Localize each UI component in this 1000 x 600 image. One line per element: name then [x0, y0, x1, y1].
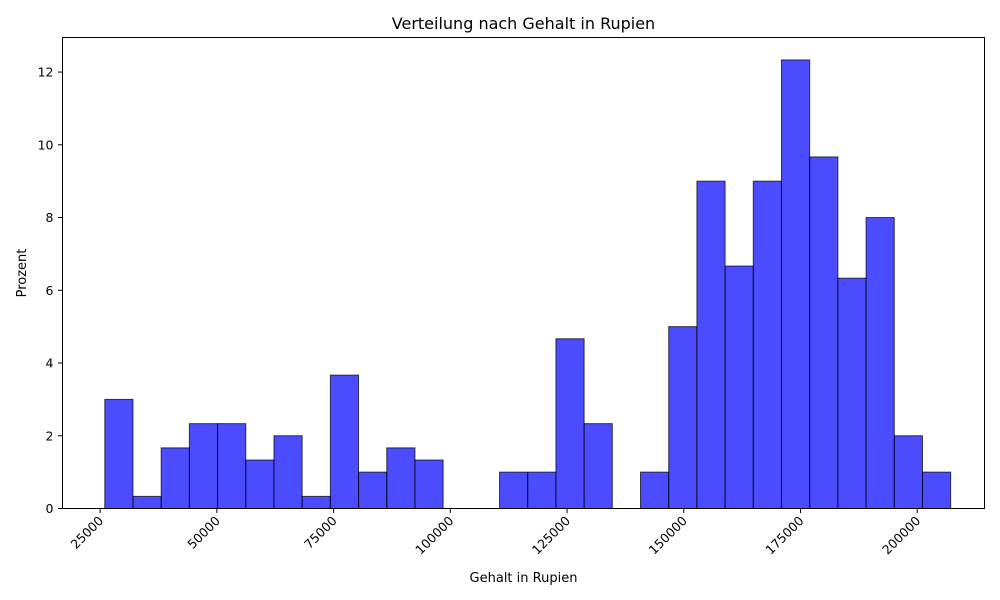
histogram-bar-9 [358, 471, 388, 509]
y-axis-ticks: 0 2 4 6 8 10 12 [38, 65, 63, 516]
histogram-bar-15 [527, 471, 557, 509]
x-axis-ticks: 25000 50000 75000 100000 125000 150000 175000 2… [68, 508, 923, 557]
histogram-bar-26 [837, 277, 867, 510]
x-tick-label: 100000 [412, 513, 456, 557]
histogram-bar-0 [104, 398, 134, 509]
histogram-bar-8 [329, 374, 360, 510]
histogram-bar-7 [301, 495, 331, 510]
histogram-bar-23 [752, 180, 782, 509]
histogram-bar-28 [893, 435, 923, 510]
histogram-bar-29 [921, 471, 952, 509]
x-tick-label: 150000 [646, 513, 690, 557]
histogram-bar-10 [386, 447, 416, 509]
chart-title: Verteilung nach Gehalt in Rupien [392, 14, 655, 33]
y-tick-label: 2 [46, 428, 54, 443]
histogram-bar-6 [273, 435, 303, 510]
histogram-bar-4 [217, 423, 247, 509]
plot-frame [62, 37, 985, 509]
histogram-bar-3 [188, 423, 219, 509]
y-tick-label: 6 [46, 283, 54, 298]
y-tick-label: 8 [46, 210, 54, 225]
histogram-bar-11 [414, 459, 444, 509]
y-tick-label: 4 [46, 356, 54, 371]
x-tick-label: 200000 [879, 513, 923, 557]
histogram-bar-5 [245, 459, 275, 509]
y-tick-label: 12 [38, 65, 54, 80]
histogram-bar-25 [809, 156, 839, 509]
histogram-bar-16 [555, 338, 585, 509]
y-tick-label: 10 [38, 137, 54, 152]
x-tick-label: 175000 [762, 513, 806, 557]
histogram-bar-21 [696, 180, 726, 509]
histogram-bar-1 [132, 495, 162, 510]
histogram-bar-2 [160, 447, 190, 509]
histogram-bar-14 [499, 471, 529, 509]
histogram-bar-27 [865, 217, 895, 509]
histogram-bar-22 [724, 265, 754, 510]
x-tick-label: 50000 [184, 513, 223, 552]
bars-group [104, 59, 952, 510]
histogram-bar-20 [668, 326, 698, 510]
histogram-bar-19 [640, 471, 670, 509]
histogram-bar-24 [780, 59, 811, 509]
y-tick-label: 0 [46, 501, 54, 516]
x-tick-label: 125000 [529, 513, 573, 557]
x-axis-label: Gehalt in Rupien [470, 571, 578, 586]
x-tick-label: 25000 [68, 513, 107, 552]
histogram-bar-17 [583, 423, 613, 509]
x-tick-label: 75000 [301, 513, 340, 552]
y-axis-label: Prozent [15, 249, 30, 298]
